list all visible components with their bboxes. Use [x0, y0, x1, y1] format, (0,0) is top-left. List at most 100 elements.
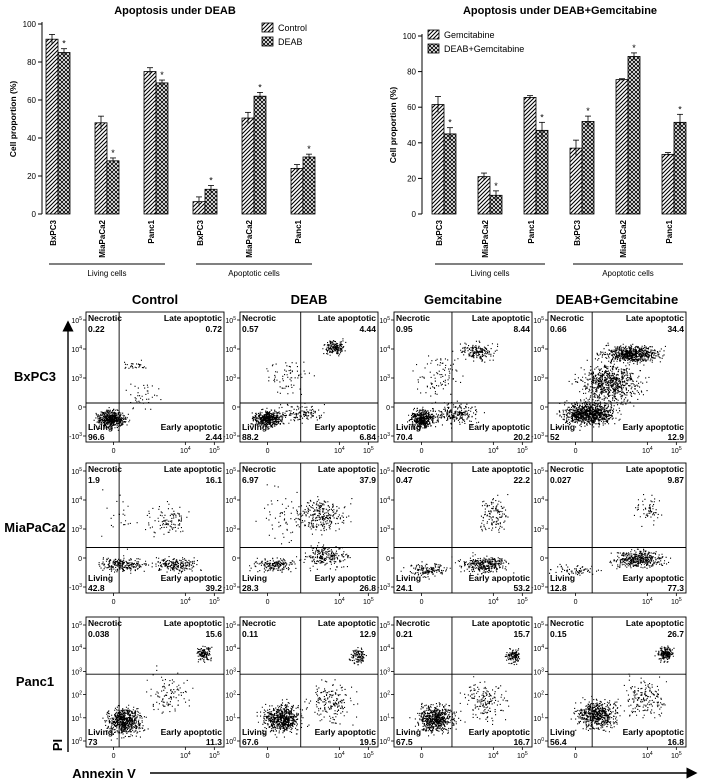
- y-tick-label: 104: [533, 496, 544, 505]
- bar: [57, 52, 71, 215]
- quadrant-label-early: Early apoptotic: [623, 573, 685, 583]
- y-tick-label: 0: [232, 556, 236, 563]
- necrotic-value: 0.66: [550, 324, 567, 334]
- y-tick-label: 0: [32, 210, 37, 219]
- quadrant-label-living: Living: [396, 727, 421, 737]
- y-tick-label: 103: [379, 525, 390, 534]
- column-label: DEAB+Gemcitabine: [556, 292, 678, 307]
- quadrant-label-early: Early apoptotic: [161, 573, 223, 583]
- y-tick-label: 100: [23, 20, 37, 29]
- x-tick-label: 104: [334, 446, 345, 455]
- significance-marker: *: [494, 181, 498, 191]
- event-cloud: [452, 340, 499, 363]
- event-cloud: [145, 501, 190, 538]
- column-label: Control: [132, 292, 178, 307]
- x-tick-label: 104: [180, 446, 191, 455]
- quadrant-label-early: Early apoptotic: [315, 573, 377, 583]
- x-tick-label: 104: [642, 597, 653, 606]
- legend-swatch: [261, 22, 274, 33]
- late-apoptotic-value: 34.4: [667, 324, 684, 334]
- x-tick-label: 0: [574, 753, 578, 760]
- y-tick-label: 105: [533, 467, 544, 476]
- y-tick-label: 102: [225, 690, 236, 699]
- necrotic-value: 0.22: [88, 324, 105, 334]
- x-tick-label: 105: [517, 751, 528, 760]
- x-tick-label: MiaPaCa2: [481, 219, 490, 257]
- legend-swatch: [427, 29, 440, 40]
- bar: [661, 153, 675, 215]
- y-tick-label: 103: [379, 667, 390, 676]
- late-apoptotic-value: 0.72: [205, 324, 222, 334]
- living-value: 67.5: [396, 737, 413, 747]
- living-value: 52: [550, 432, 560, 442]
- event-cloud: [124, 359, 147, 369]
- y-tick-label: 105: [225, 316, 236, 325]
- quadrant-label-living: Living: [550, 573, 575, 583]
- x-tick-label: 0: [420, 599, 424, 606]
- x-tick-label: 104: [488, 751, 499, 760]
- y-tick-label: 104: [379, 644, 390, 653]
- y-tick-label: -103: [377, 583, 390, 592]
- y-tick-label: 102: [379, 690, 390, 699]
- y-tick-label: 103: [225, 374, 236, 383]
- quadrant-label-living: Living: [242, 422, 267, 432]
- x-tick-label: BxPC3: [196, 219, 205, 245]
- row-label: BxPC3: [14, 369, 56, 384]
- early-apoptotic-value: 26.8: [359, 583, 376, 593]
- y-tick-label: 103: [71, 667, 82, 676]
- x-tick-label: 104: [488, 597, 499, 606]
- necrotic-value: 0.027: [550, 475, 572, 485]
- y-tick-label: 105: [71, 467, 82, 476]
- x-tick-label: 0: [112, 753, 116, 760]
- quadrant-label-early: Early apoptotic: [469, 422, 531, 432]
- y-tick-label: 0: [386, 405, 390, 412]
- y-tick-label: 104: [225, 644, 236, 653]
- early-apoptotic-value: 6.84: [359, 432, 376, 442]
- x-tick-label: 0: [266, 753, 270, 760]
- chart-title: Apoptosis under DEAB+Gemcitabine: [463, 5, 657, 17]
- x-tick-label: Panc1: [665, 219, 674, 243]
- x-tick-label: 0: [574, 448, 578, 455]
- x-tick-label: 0: [266, 599, 270, 606]
- y-tick-label: 103: [533, 525, 544, 534]
- panel-frame: [547, 311, 687, 443]
- group-label: Living cells: [87, 269, 126, 278]
- event-cloud: [617, 673, 667, 719]
- quadrant-label-early: Early apoptotic: [161, 727, 223, 737]
- significance-marker: *: [62, 39, 66, 49]
- bar: [94, 122, 108, 215]
- living-value: 42.8: [88, 583, 105, 593]
- y-tick-label: 103: [379, 374, 390, 383]
- event-cloud: [348, 647, 367, 666]
- quadrant-label-late: Late apoptotic: [626, 313, 684, 323]
- x-tick-label: 0: [420, 753, 424, 760]
- y-tick-label: 105: [225, 467, 236, 476]
- quadrant-label-necrotic: Necrotic: [550, 313, 584, 323]
- x-tick-label: Panc1: [294, 219, 303, 243]
- x-tick-label: 104: [180, 751, 191, 760]
- late-apoptotic-value: 22.2: [513, 475, 530, 485]
- y-tick-label: 100: [71, 737, 82, 746]
- quadrant-label-late: Late apoptotic: [164, 313, 222, 323]
- early-apoptotic-value: 16.8: [667, 737, 684, 747]
- event-cloud: [570, 695, 622, 733]
- event-cloud: [458, 676, 510, 725]
- quadrant-label-necrotic: Necrotic: [242, 464, 276, 474]
- y-tick-label: 0: [78, 405, 82, 412]
- event-cloud: [633, 494, 663, 527]
- quadrant-label-late: Late apoptotic: [164, 464, 222, 474]
- legend-swatch: [261, 36, 274, 47]
- event-cloud: [93, 407, 131, 431]
- quadrant-label-late: Late apoptotic: [472, 464, 530, 474]
- y-tick-label: 105: [71, 621, 82, 630]
- quadrant-label-late: Late apoptotic: [626, 618, 684, 628]
- bar: [241, 117, 255, 215]
- event-cloud: [451, 552, 515, 575]
- early-apoptotic-value: 19.5: [359, 737, 376, 747]
- y-tick-label: 105: [379, 621, 390, 630]
- quadrant-label-late: Late apoptotic: [164, 618, 222, 628]
